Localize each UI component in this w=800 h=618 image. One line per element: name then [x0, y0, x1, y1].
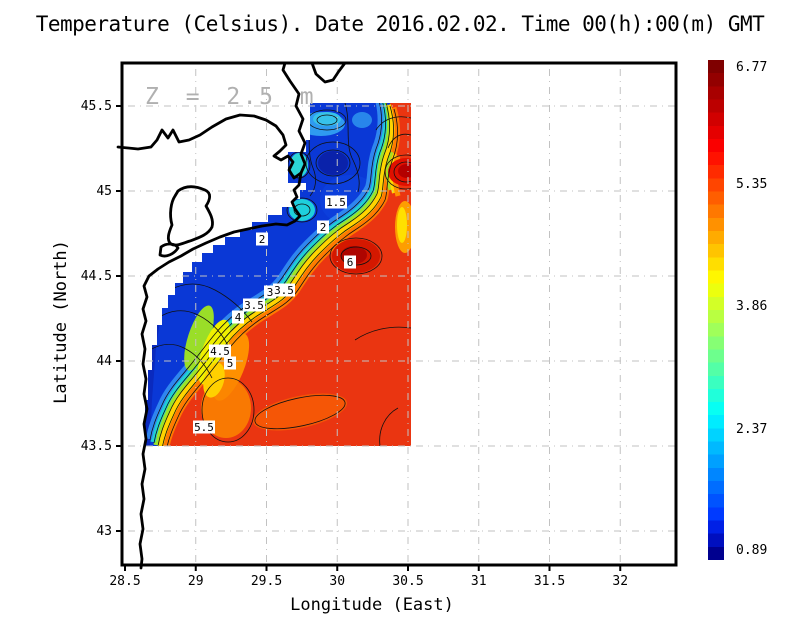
x-tick-labels: 28.5 29 29.5 30 30.5 31 31.5 32 [109, 574, 628, 589]
contour-label: 3.5 [243, 298, 265, 312]
lagoon-small [158, 242, 180, 258]
x-tick: 31.5 [534, 574, 565, 589]
x-tick: 31 [471, 574, 487, 589]
svg-text:5.5: 5.5 [194, 421, 214, 434]
colorbar-tick: 3.86 [736, 299, 768, 314]
svg-text:6: 6 [347, 256, 354, 269]
contour-label: 5.5 [193, 420, 215, 434]
contour-label: 2 [256, 232, 268, 246]
cyan-eddy [289, 199, 315, 221]
contour-label: 4 [232, 310, 244, 324]
x-tick: 29.5 [251, 574, 282, 589]
yellow-strip-east [397, 207, 407, 243]
y-tick: 43.5 [81, 439, 112, 454]
depth-annotation: Z = 2.5 m [145, 84, 316, 110]
svg-text:4: 4 [235, 311, 242, 324]
colorbar-tick: 2.37 [736, 422, 768, 437]
plot-title: Temperature (Celsius). Date 2016.02.02. … [35, 12, 765, 36]
y-tick: 44.5 [81, 269, 112, 284]
svg-text:4.5: 4.5 [210, 345, 230, 358]
light-blue-patch [352, 112, 372, 128]
svg-text:5: 5 [227, 357, 234, 370]
coastline [116, 61, 347, 570]
green-band-sw [184, 305, 214, 371]
contour-label: 5 [224, 356, 236, 370]
x-tick: 28.5 [109, 574, 140, 589]
lagoon-large [166, 185, 214, 247]
y-tick: 45.5 [81, 99, 112, 114]
x-axis-title: Longitude (East) [290, 595, 454, 615]
contour-label: 4.5 [209, 344, 231, 358]
gridlines [122, 63, 676, 565]
contour-label: 6 [344, 255, 356, 269]
x-tick: 29 [188, 574, 204, 589]
coastline-estuary-west [281, 61, 307, 175]
svg-text:3: 3 [267, 286, 274, 299]
axis-ticks [116, 105, 622, 571]
warm-diagonal-patch [252, 393, 348, 431]
y-tick: 43 [96, 524, 112, 539]
contour-label: 3.5 [273, 283, 295, 297]
x-tick: 32 [612, 574, 628, 589]
colorbar-tick: 0.89 [736, 543, 768, 558]
y-axis-title: Latitude (North) [51, 240, 71, 404]
plot-frame [120, 61, 678, 567]
coastline-estuary-east [310, 61, 347, 84]
warm-eddy-east-core [398, 164, 411, 178]
temperature-field [145, 103, 411, 446]
colorbar-tick: 6.77 [736, 60, 768, 75]
y-tick: 45 [96, 184, 112, 199]
contour-label: 1.5 [325, 195, 347, 209]
contour-lines [149, 103, 411, 446]
coastline-main [116, 113, 303, 570]
contour-labels: 1.5 2 2 6 3 3.5 3.5 4 4.5 5 5.5 [193, 195, 356, 434]
y-tick-labels: 45.5 45 44.5 44 43.5 43 [81, 99, 112, 539]
svg-text:2: 2 [320, 221, 327, 234]
cold-core [318, 151, 348, 175]
cyan-patch [313, 112, 341, 126]
contour-label: 2 [317, 220, 329, 234]
x-tick: 30 [329, 574, 345, 589]
svg-text:2: 2 [259, 233, 266, 246]
colorbar-tick: 5.35 [736, 177, 768, 192]
svg-text:1.5: 1.5 [326, 196, 346, 209]
eddy-ring-green [385, 151, 394, 191]
y-tick: 44 [96, 354, 112, 369]
svg-text:3.5: 3.5 [244, 299, 264, 312]
x-tick: 30.5 [392, 574, 423, 589]
svg-text:3.5: 3.5 [274, 284, 294, 297]
colorbar-gradient [708, 60, 724, 560]
